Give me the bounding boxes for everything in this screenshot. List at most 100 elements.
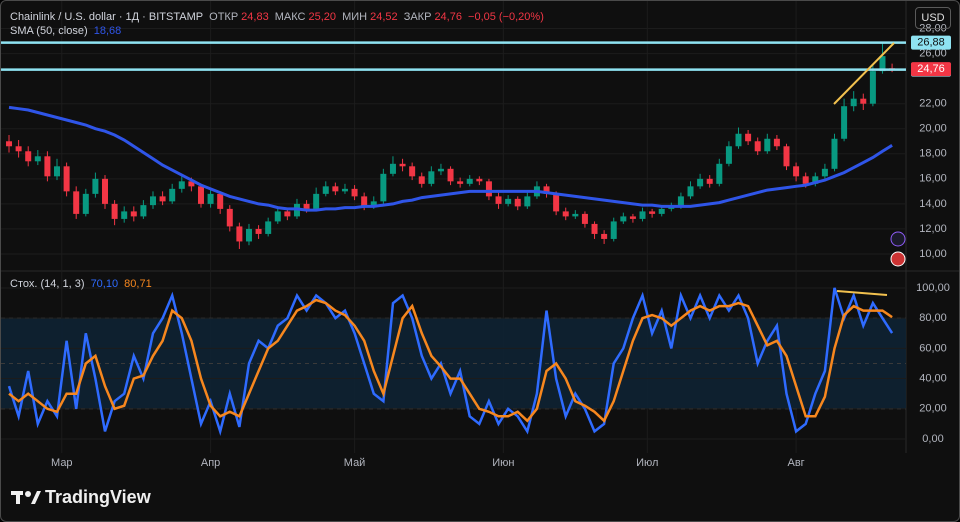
field-label: ОТКР xyxy=(209,11,239,23)
symbol[interactable]: Chainlink / U.S. dollar · 1Д · BITSTAMP xyxy=(10,11,204,23)
indicator-name[interactable]: Стох. (14, 1, 3) xyxy=(10,278,85,290)
candle-body xyxy=(793,166,800,177)
x-tick-label: Июл xyxy=(636,457,658,469)
candle-body xyxy=(274,211,281,222)
candle-body xyxy=(121,211,128,219)
candle-body xyxy=(764,138,771,152)
series-value: 80,71 xyxy=(124,278,152,290)
y-tick-label: 100,00 xyxy=(916,282,950,294)
y-tick-label: 40,00 xyxy=(919,372,947,384)
field-value: 24,76 xyxy=(434,11,462,23)
x-tick-label: Июн xyxy=(492,457,514,469)
candle-body xyxy=(591,223,598,234)
candle-body xyxy=(524,196,531,207)
candle-body xyxy=(92,178,99,194)
stoch-legend: Стох. (14, 1, 3) 70,10 80,71 xyxy=(10,278,155,290)
candle-body xyxy=(313,193,320,209)
candle-body xyxy=(54,166,61,177)
candle-body xyxy=(149,196,156,206)
candle-body xyxy=(649,211,656,214)
series-value: 70,10 xyxy=(90,278,119,290)
x-tick-label: Авг xyxy=(787,457,804,469)
candle-body xyxy=(706,178,713,184)
candle-body xyxy=(265,221,272,234)
stoch-line xyxy=(8,298,893,423)
candle-body xyxy=(236,226,243,242)
y-tick-label: 20,00 xyxy=(919,123,947,135)
price-tag xyxy=(911,35,951,50)
candle-body xyxy=(255,228,262,234)
series-value: 18,68 xyxy=(93,25,122,37)
field-value: 24,83 xyxy=(241,11,269,23)
currency-button[interactable]: USD xyxy=(915,7,951,29)
candle-body xyxy=(476,178,483,182)
field-label: МИН xyxy=(342,11,368,23)
candle-body xyxy=(850,98,857,107)
candle-body xyxy=(745,133,752,142)
candle-body xyxy=(322,186,329,194)
candle-body xyxy=(841,106,848,139)
candle-body xyxy=(457,181,464,184)
candle-body xyxy=(687,186,694,197)
logo-icon xyxy=(11,491,41,504)
alert-icon[interactable] xyxy=(890,231,906,247)
trend-line xyxy=(833,42,895,105)
candle-body xyxy=(25,151,32,162)
candle-body xyxy=(217,193,224,209)
candle-body xyxy=(34,156,41,162)
candle-body xyxy=(188,181,195,187)
candle-body xyxy=(677,196,684,207)
candle-body xyxy=(802,176,809,184)
y-tick-label: 26,00 xyxy=(919,48,947,60)
candle-body xyxy=(409,166,416,177)
candle-body xyxy=(73,191,80,214)
sma-line xyxy=(8,105,893,212)
y-tick-label: 18,00 xyxy=(919,148,947,160)
last-price-label: 24,76 xyxy=(917,63,945,75)
change: −0,05 (−0,20%) xyxy=(468,11,544,23)
candle-body xyxy=(6,141,13,147)
candle-body xyxy=(332,186,339,192)
field-label: МАКС xyxy=(274,11,306,23)
field-value: 24,52 xyxy=(370,11,398,23)
candle-body xyxy=(812,176,819,184)
event-icon[interactable] xyxy=(890,251,906,267)
candle-body xyxy=(226,208,233,227)
candle-body xyxy=(428,171,435,184)
candle-body xyxy=(178,181,185,189)
candle-body xyxy=(111,203,118,219)
candle-body xyxy=(389,163,396,174)
y-tick-label: 20,00 xyxy=(919,403,947,415)
candle-body xyxy=(207,193,214,204)
candle-body xyxy=(341,188,348,192)
candle-body xyxy=(418,176,425,184)
y-tick-label: 22,00 xyxy=(919,98,947,110)
candle-body xyxy=(735,133,742,147)
candle-body xyxy=(831,138,838,169)
candle-body xyxy=(543,186,550,194)
y-tick-label: 16,00 xyxy=(919,173,947,185)
candle-body xyxy=(869,71,876,104)
series-name[interactable]: SMA (50, close) xyxy=(10,25,88,37)
candle-body xyxy=(303,203,310,209)
brand: TradingView xyxy=(45,487,151,507)
y-tick-label: 10,00 xyxy=(919,248,947,260)
candle-body xyxy=(399,163,406,167)
candle-body xyxy=(514,198,521,207)
candle-body xyxy=(716,163,723,184)
candle-body xyxy=(620,216,627,222)
symbol-legend: Chainlink / U.S. dollar · 1Д · BITSTAMP … xyxy=(10,11,547,23)
candle-body xyxy=(159,196,166,202)
candle-body xyxy=(15,146,22,152)
candle-body xyxy=(447,168,454,182)
candle-body xyxy=(610,221,617,239)
candle-body xyxy=(437,168,444,172)
y-tick-label: 0,00 xyxy=(922,433,943,445)
candle-body xyxy=(130,211,137,217)
candle-body xyxy=(629,216,636,219)
candle-body xyxy=(754,141,761,152)
candle-body xyxy=(380,173,387,202)
candle-body xyxy=(284,211,291,217)
candle-body xyxy=(44,156,51,177)
y-tick-label: 12,00 xyxy=(919,223,947,235)
